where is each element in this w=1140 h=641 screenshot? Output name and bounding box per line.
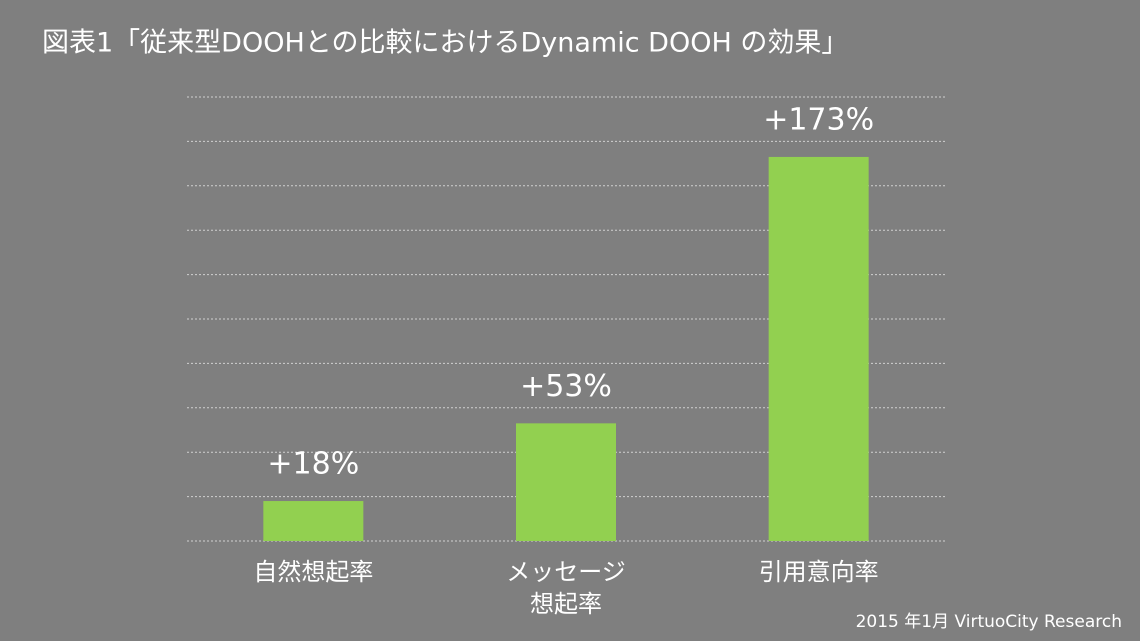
x-tick-label: 自然想起率 [253,558,374,586]
source-note: 2015 年1月 VirtuoCity Research [856,612,1122,632]
bar [516,423,616,541]
chart-title: 図表1「従来型DOOHとの比較におけるDynamic DOOH の効果」 [42,28,848,59]
x-tick-label: メッセージ 想起率 [506,558,626,618]
bar [768,156,869,541]
value-label: +18% [267,447,359,482]
bar [263,501,364,541]
x-tick-label: 引用意向率 [758,558,879,586]
value-label: +53% [520,369,612,404]
value-label: +173% [763,102,874,137]
